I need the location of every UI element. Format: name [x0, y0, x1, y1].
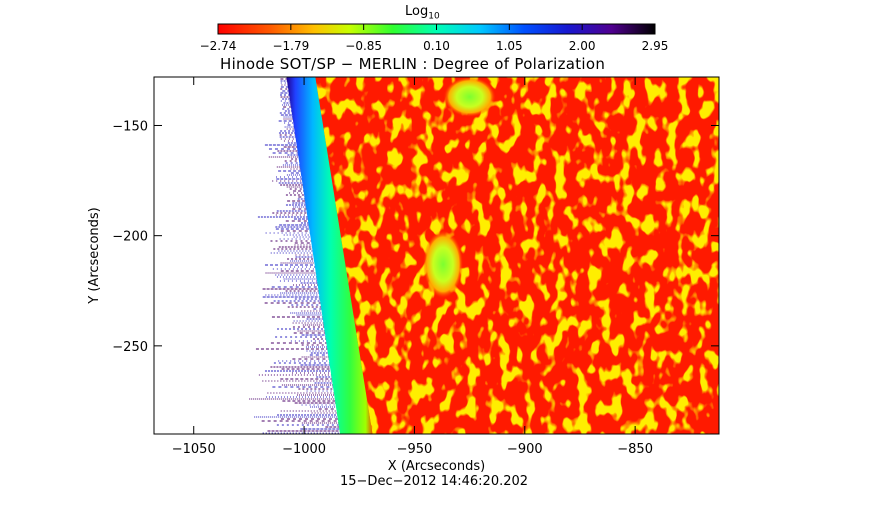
colorbar-tick-label: 0.10 [423, 39, 450, 53]
x-tick-label: −900 [507, 442, 543, 457]
limb-fringe [249, 77, 342, 434]
x-tick-label: −850 [617, 442, 653, 457]
timestamp: 15−Dec−2012 14:46:20.202 [340, 474, 529, 489]
colorbar-tick-label: 2.95 [642, 39, 669, 53]
limb-band [286, 77, 375, 434]
colorbar-ticks: −2.74 −1.79 −0.85 0.10 1.05 2.00 2.95 [200, 24, 669, 53]
x-tick-label: −950 [397, 442, 433, 457]
heatmap-image [154, 77, 719, 434]
y-tick-label: −150 [112, 119, 148, 134]
colorbar-title: Log10 [405, 4, 440, 22]
chart-title: Hinode SOT/SP − MERLIN : Degree of Polar… [220, 55, 606, 73]
colorbar-tick-label: 2.00 [569, 39, 596, 53]
colorbar: −2.74 −1.79 −0.85 0.10 1.05 2.00 2.95 [200, 23, 669, 53]
colorbar-tick-label: 1.05 [496, 39, 523, 53]
bright-region-feature [423, 230, 464, 299]
y-axis-label: Y (Arcseconds) [87, 207, 102, 304]
axes: −1050 −1000 −950 −900 −850 −150 −200 −250 X (Arc… [87, 77, 719, 474]
x-axis-label: X (Arcseconds) [388, 459, 485, 474]
x-tick-label: −1050 [172, 442, 216, 457]
colorbar-tick-label: −1.79 [272, 39, 309, 53]
plot-frame [153, 76, 720, 435]
y-tick-label: −200 [112, 230, 148, 245]
bright-patch-feature [443, 77, 496, 117]
colorbar-tick-label: −2.74 [200, 39, 237, 53]
colorbar-tick-label: −0.85 [345, 39, 382, 53]
y-tick-label: −250 [112, 340, 148, 355]
x-tick-label: −1000 [282, 442, 326, 457]
polarization-mottle [315, 77, 719, 434]
